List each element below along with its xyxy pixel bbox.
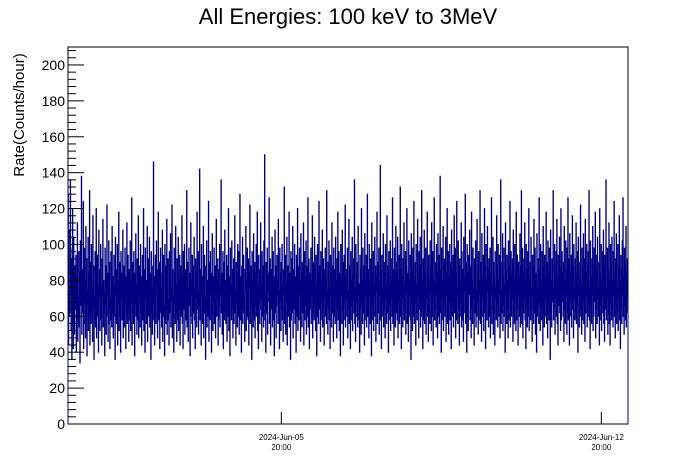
y-tick-label: 80 — [49, 272, 65, 288]
series-group — [67, 154, 629, 424]
y-tick-label: 120 — [42, 201, 66, 217]
y-tick-label: 0 — [57, 416, 65, 432]
y-tick-label: 160 — [42, 129, 66, 145]
y-tick-label: 200 — [42, 57, 66, 73]
x-tick-label-date: 2024-Jun-12 — [579, 433, 624, 442]
chart-title: All Energies: 100 keV to 3MeV — [199, 4, 498, 29]
plot-frame — [67, 46, 629, 425]
y-tick-label: 180 — [42, 93, 66, 109]
y-tick-label: 140 — [42, 165, 66, 181]
y-tick-label: 40 — [49, 344, 65, 360]
y-tick-label: 100 — [42, 236, 66, 252]
x-tick-label-date: 2024-Jun-05 — [259, 433, 304, 442]
y-tick-label: 20 — [49, 380, 65, 396]
y-axis-label: Rate(Counts/hour) — [11, 53, 28, 176]
x-tick-label-time: 20:00 — [591, 443, 612, 452]
y-axis: 0 20 40 60 80 100 120 140 160 180 200 — [42, 50, 84, 432]
x-tick-label-time: 20:00 — [271, 443, 292, 452]
series-line-0 — [67, 154, 629, 424]
y-tick-label: 60 — [49, 308, 65, 324]
